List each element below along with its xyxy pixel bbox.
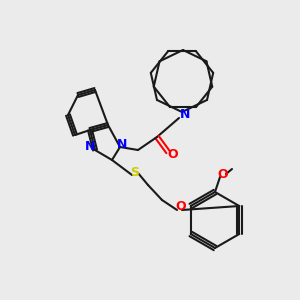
Text: N: N	[180, 107, 190, 121]
Text: O: O	[176, 200, 186, 214]
Text: O: O	[168, 148, 178, 161]
Text: S: S	[130, 166, 140, 178]
Text: O: O	[218, 167, 228, 181]
Text: N: N	[85, 140, 95, 154]
Text: N: N	[117, 137, 127, 151]
